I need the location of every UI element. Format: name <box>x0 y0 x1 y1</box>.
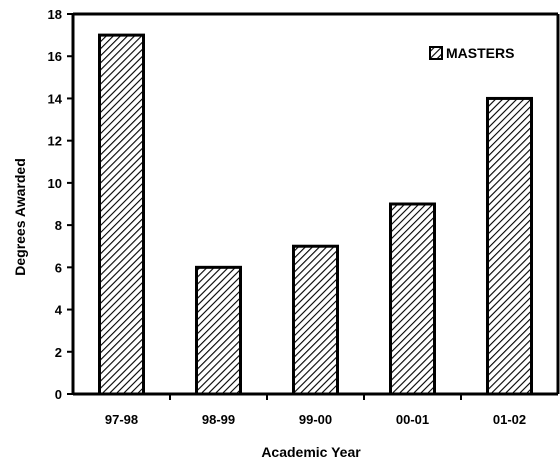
legend-label-masters: MASTERS <box>446 45 514 61</box>
y-tick-label: 18 <box>48 7 62 22</box>
legend-swatch <box>429 46 443 60</box>
x-tick-label: 99-00 <box>299 412 332 427</box>
bar-01-02 <box>486 96 533 396</box>
x-tick-label: 01-02 <box>493 412 526 427</box>
y-tick-label: 10 <box>48 176 62 191</box>
y-tick-label: 12 <box>48 134 62 149</box>
bars <box>98 33 533 396</box>
bar-00-01 <box>389 202 436 396</box>
bar-99-00 <box>292 244 339 396</box>
y-tick-label: 16 <box>48 49 62 64</box>
x-tick-label: 00-01 <box>396 412 429 427</box>
y-tick-label: 8 <box>55 218 62 233</box>
legend: MASTERS <box>429 45 514 61</box>
x-tick-label: 98-99 <box>202 412 235 427</box>
y-tick-label: 4 <box>55 303 63 318</box>
bar-98-99 <box>195 265 242 396</box>
y-tick-label: 0 <box>55 387 62 402</box>
x-axis-ticks: 97-98 98-99 99-00 00-01 01-02 <box>105 394 526 427</box>
y-tick-label: 14 <box>48 91 63 106</box>
y-axis-ticks: 0 2 4 6 8 10 12 14 16 18 <box>48 7 73 402</box>
x-tick-label: 97-98 <box>105 412 138 427</box>
y-tick-label: 6 <box>55 260 62 275</box>
x-axis-label: Academic Year <box>261 444 361 460</box>
bar-97-98 <box>98 33 145 396</box>
y-axis-label: Degrees Awarded <box>12 158 28 276</box>
y-tick-label: 2 <box>55 345 62 360</box>
